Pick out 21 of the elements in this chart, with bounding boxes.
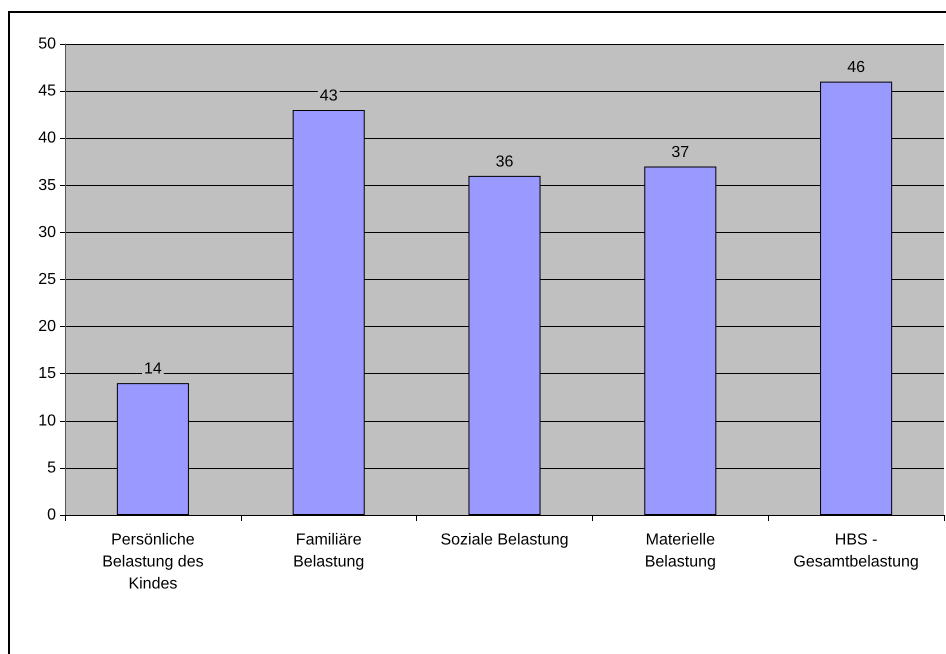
data-label: 36 [496,153,514,170]
x-tick-label: Familiäre Belastung [293,532,364,570]
x-tick-label: Soziale Belastung [440,532,569,548]
data-label: 37 [671,144,690,161]
y-tick-label: 5 [47,459,56,476]
x-tick-label: Persönliche Belastung des Kindes [102,532,204,592]
y-tick-label: 45 [38,82,56,100]
y-tick-label: 10 [38,412,56,430]
y-tick-label: 50 [38,36,56,52]
y-tick-label: 15 [38,365,56,382]
y-tick-label: 0 [47,506,56,524]
x-tick-label: Materielle Belastung [644,532,716,570]
y-tick-label: 30 [38,224,56,241]
y-tick-label: 25 [38,271,56,288]
data-label: 43 [320,87,338,104]
data-label: 14 [144,360,162,378]
y-tick-label: 20 [38,318,56,336]
data-label: 46 [847,59,866,76]
y-tick-label: 35 [38,176,56,194]
x-tick-label: HBS - Gesamtbelastung [793,532,919,570]
y-tick-label: 40 [38,130,56,147]
